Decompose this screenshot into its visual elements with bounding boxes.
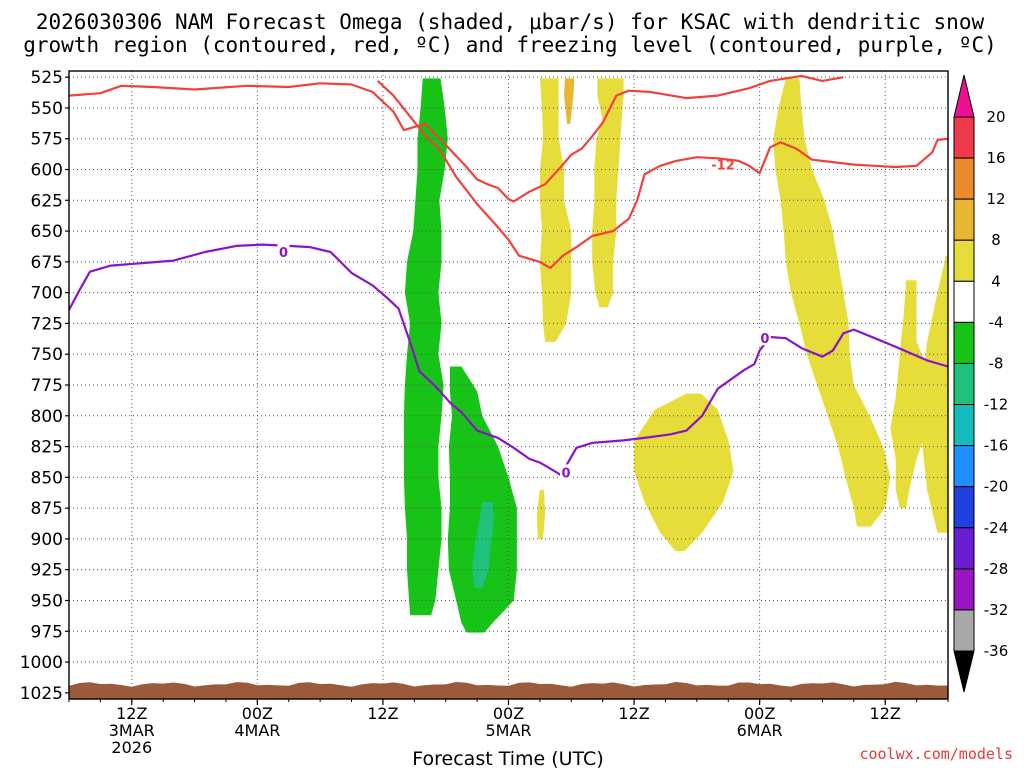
- colorbar-label: 12: [986, 190, 1005, 208]
- colorbar-swatch: [953, 568, 975, 611]
- y-tick-label: 650: [31, 222, 63, 242]
- colorbar-label: 4: [991, 272, 1001, 290]
- omega-region-3: [539, 78, 572, 342]
- x-tick-sublabel: 4MAR: [234, 721, 280, 740]
- colorbar-swatch: [953, 527, 975, 570]
- omega-shading: [403, 78, 948, 633]
- y-tick-label: 575: [31, 130, 63, 150]
- y-tick-label: 750: [31, 345, 63, 365]
- y-tick-label: 850: [31, 468, 63, 488]
- colorbar-label: -4: [989, 313, 1004, 331]
- omega-region-0: [403, 78, 448, 616]
- colorbar-label: -16: [984, 437, 1009, 455]
- omega-region-6: [634, 393, 734, 552]
- y-tick-label: 900: [31, 530, 63, 550]
- chart-title-line1: 2026030306 NAM Forecast Omega (shaded, μ…: [36, 10, 985, 34]
- contours: -12 0 0 0: [68, 74, 949, 481]
- y-tick-label: 1025: [20, 684, 63, 704]
- watermark: coolwx.com/models: [859, 745, 1013, 763]
- y-tick-label: 600: [31, 161, 63, 181]
- colorbar-swatch: [953, 280, 975, 323]
- freezing-level-label-bg: [277, 244, 290, 260]
- freezing-level-label: 0: [279, 246, 288, 261]
- y-tick-label: 825: [31, 438, 63, 458]
- colorbar-label: 8: [991, 231, 1001, 249]
- omega-region-8: [890, 280, 933, 509]
- x-tick-label: 12Z: [618, 704, 649, 723]
- omega-region-2: [471, 502, 494, 589]
- colorbar-swatch: [953, 157, 975, 200]
- y-tick-label: 675: [31, 253, 63, 273]
- omega-region-10: [564, 78, 575, 124]
- colorbar-label: -12: [984, 396, 1009, 414]
- y-tick-label: 925: [31, 561, 63, 581]
- y-tick-label: 875: [31, 499, 63, 519]
- x-tick-sublabel: 2026: [111, 738, 152, 757]
- y-tick-label: 950: [31, 591, 63, 611]
- colorbar-label: -32: [984, 601, 1009, 619]
- y-tick-label: 775: [31, 376, 63, 396]
- terrain: [69, 681, 948, 699]
- y-tick-label: 725: [31, 314, 63, 334]
- omega-region-4: [592, 78, 624, 308]
- y-tick-label: 975: [31, 622, 63, 642]
- x-tick-label: 12Z: [116, 704, 147, 723]
- terrain-fill: [69, 681, 948, 699]
- colorbar-label: 16: [986, 149, 1005, 167]
- y-tick-label: 625: [31, 191, 63, 211]
- x-tick-label: 12Z: [367, 704, 398, 723]
- colorbar-swatch: [953, 486, 975, 529]
- colorbar-swatch: [953, 362, 975, 406]
- x-tick-label: 00Z: [744, 704, 775, 723]
- chart-title-line2: growth region (contoured, red, ºC) and f…: [23, 33, 997, 57]
- colorbar-swatch: [953, 404, 975, 447]
- y-tick-label: 800: [31, 407, 63, 427]
- y-tick-label: 525: [31, 68, 63, 88]
- freezing-level-label: 0: [562, 466, 571, 481]
- dgz-upper-boundary-line: [68, 74, 844, 203]
- omega-region-9: [921, 255, 948, 533]
- x-tick-label: 00Z: [242, 704, 273, 723]
- colorbar-bottom-cap: [953, 650, 975, 693]
- y-tick-label: 550: [31, 99, 63, 119]
- freezing-level-line: [68, 243, 949, 476]
- colorbar-swatch: [953, 198, 975, 241]
- colorbar-top-cap: [953, 74, 975, 118]
- x-tick-sublabel: 6MAR: [737, 721, 783, 740]
- colorbar-swatch: [953, 609, 975, 652]
- colorbar-label: -24: [984, 519, 1009, 537]
- colorbar-swatch: [953, 116, 975, 159]
- colorbar-label: 20: [986, 108, 1005, 126]
- omega-region-1: [447, 366, 517, 633]
- colorbar-label: -36: [984, 642, 1009, 660]
- colorbar-label: -28: [984, 560, 1009, 578]
- colorbar-label: -20: [984, 478, 1009, 496]
- y-tick-label: 700: [31, 284, 63, 304]
- x-tick-sublabel: 5MAR: [485, 721, 531, 740]
- colorbar-label: -8: [989, 354, 1004, 372]
- dgz-lower-boundary-line: [376, 80, 949, 270]
- colorbar-swatch: [953, 239, 975, 282]
- x-tick-label: 00Z: [493, 704, 524, 723]
- freezing-level-label-bg: [758, 330, 771, 346]
- omega-region-5: [536, 489, 546, 539]
- y-tick-label: 1000: [20, 653, 63, 673]
- freezing-level-label: 0: [760, 332, 769, 347]
- x-axis-label: Forecast Time (UTC): [412, 748, 603, 768]
- omega-region-7: [773, 78, 891, 527]
- colorbar: 20 16 12 8 4 -4 -8 -12 -16 -20 -24 -28 -32 -36: [953, 74, 1009, 693]
- axes: 525 550 575 600 625 650 675 700 725 750 775 800 825 8…: [20, 68, 949, 757]
- dgz-upper-boundary-label: -12: [711, 159, 735, 174]
- freezing-level-label-bg: [560, 464, 573, 480]
- x-tick-label: 12Z: [870, 704, 901, 723]
- colorbar-swatch: [953, 321, 975, 364]
- x-tick-sublabel: 3MAR: [109, 721, 155, 740]
- colorbar-swatch: [953, 445, 975, 488]
